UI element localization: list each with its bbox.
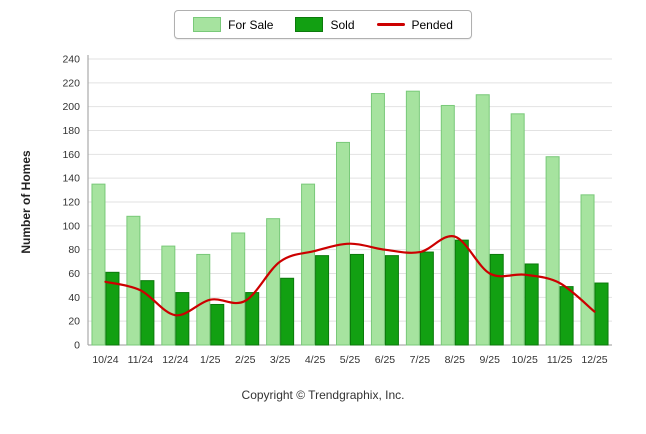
y-tick-label: 120 <box>62 197 80 209</box>
legend-item-pended: Pended <box>376 17 453 32</box>
x-tick-label: 6/25 <box>375 354 396 366</box>
y-tick-label: 240 <box>62 54 80 66</box>
bar-sold <box>105 271 120 346</box>
bar-sold <box>210 303 225 346</box>
y-tick-label: 40 <box>68 292 80 304</box>
y-tick-label: 60 <box>68 268 80 280</box>
y-tick-label: 100 <box>62 220 80 232</box>
x-tick-label: 11/25 <box>547 354 573 366</box>
x-tick-label: 8/25 <box>445 354 466 366</box>
bar-for-sale <box>301 183 316 346</box>
y-tick-label: 180 <box>62 125 80 137</box>
x-tick-label: 9/25 <box>480 354 501 366</box>
bar-sold <box>489 253 504 346</box>
bar-for-sale <box>266 218 281 346</box>
x-tick-label: 3/25 <box>270 354 291 366</box>
y-tick-label: 0 <box>74 340 80 352</box>
legend-label-sold: Sold <box>330 17 355 32</box>
legend-label-for-sale: For Sale <box>228 17 274 32</box>
bar-sold <box>454 239 469 346</box>
legend-label-pended: Pended <box>411 17 453 32</box>
y-axis-title: Number of Homes <box>19 150 33 254</box>
chart-area: 0 20 40 60 80 100 120 140 160 180 200 220 240 10/24 11… <box>0 45 646 386</box>
x-tick-label: 10/24 <box>92 354 118 366</box>
legend-box: For Sale Sold Pended <box>174 10 472 39</box>
bar-for-sale <box>161 245 176 346</box>
bar-for-sale <box>580 194 595 346</box>
y-tick-label: 220 <box>62 77 80 89</box>
y-tick-label: 140 <box>62 173 80 185</box>
bar-sold <box>175 292 190 346</box>
legend-row: For Sale Sold Pended <box>0 0 646 39</box>
y-tick-label: 80 <box>68 244 80 256</box>
bar-sold <box>524 263 539 346</box>
x-tick-label: 1/25 <box>200 354 221 366</box>
bar-for-sale <box>510 113 525 346</box>
x-tick-label: 12/25 <box>581 354 607 366</box>
pended-line-swatch-icon <box>376 23 405 26</box>
pended-line <box>104 235 596 317</box>
legend-item-for-sale: For Sale <box>193 17 273 32</box>
bar-for-sale <box>405 90 420 346</box>
y-tick-label: 200 <box>62 101 80 113</box>
bar-for-sale <box>475 94 490 346</box>
bar-sold <box>280 277 295 346</box>
copyright-text: Copyright © Trendgraphix, Inc. <box>241 388 405 402</box>
y-tick-label: 20 <box>68 316 80 328</box>
legend-item-sold: Sold <box>295 17 355 32</box>
bar-sold <box>559 286 574 346</box>
x-tick-label: 4/25 <box>305 354 326 366</box>
bar-for-sale <box>545 156 560 346</box>
for-sale-swatch-icon <box>193 17 222 32</box>
bar-for-sale <box>440 104 455 346</box>
chart-svg: 0 20 40 60 80 100 120 140 160 180 200 220 240 10/24 11… <box>19 54 612 366</box>
x-tick-label: 10/25 <box>512 354 538 366</box>
x-tick-label: 12/24 <box>162 354 188 366</box>
sold-swatch-icon <box>295 17 324 32</box>
bar-for-sale <box>126 215 141 346</box>
bar-sold <box>245 292 260 346</box>
bar-for-sale <box>231 232 246 346</box>
bar-sold <box>350 253 364 346</box>
x-tick-label: 11/24 <box>128 354 154 366</box>
x-tick-label: 7/25 <box>410 354 431 366</box>
x-tick-label: 2/25 <box>235 354 256 366</box>
bar-for-sale <box>370 93 385 346</box>
x-tick-label: 5/25 <box>340 354 361 366</box>
bar-sold <box>384 255 399 346</box>
bar-sold <box>594 282 609 346</box>
bar-sold <box>315 255 330 346</box>
bar-sold <box>419 251 434 346</box>
y-tick-label: 160 <box>62 149 80 161</box>
bar-for-sale <box>91 183 106 346</box>
